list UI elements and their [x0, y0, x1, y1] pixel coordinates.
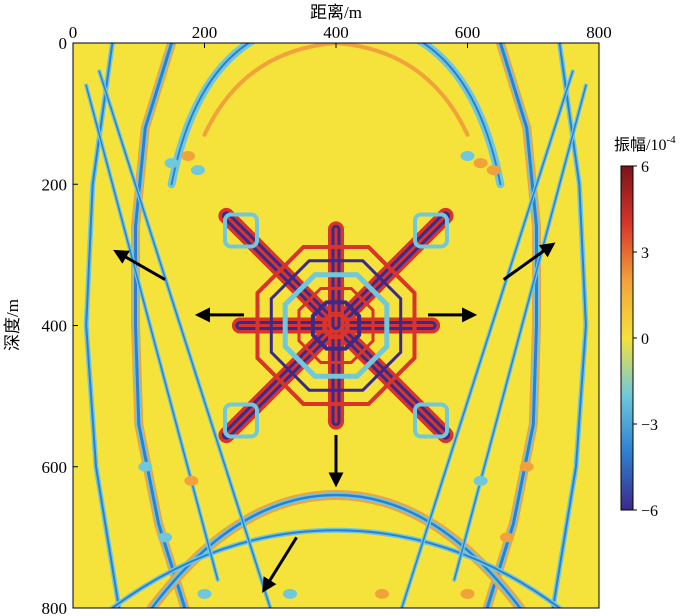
speckle-blob — [158, 532, 173, 543]
corner-wave-core-1 — [453, 84, 587, 581]
x-tick-label: 0 — [69, 23, 78, 42]
y-tick-label: 800 — [42, 599, 68, 616]
colorbar-ticks: 6 3 0 −3 −6 — [633, 159, 658, 520]
colorbar-title: 振幅/10-4 — [614, 134, 676, 154]
bottom-wave-2-core — [111, 529, 561, 608]
top-dome-wave-core — [170, 43, 502, 186]
colorbar-tick-label: 6 — [641, 159, 649, 176]
source-ring — [310, 300, 362, 351]
right-wavefront-core — [485, 43, 538, 608]
speckle-blob — [460, 588, 475, 599]
y-tick-label: 200 — [42, 175, 68, 194]
corner-wave-core-3 — [401, 70, 574, 608]
x-tick-label: 400 — [323, 23, 349, 42]
source-star — [218, 207, 454, 444]
source-lobe — [413, 402, 449, 439]
speckle-blob — [282, 588, 297, 599]
x-axis: 0 200 400 600 800 — [69, 23, 612, 48]
propagation-arrow — [262, 536, 298, 593]
speckle-blob — [197, 588, 212, 599]
colorbar-tick-label: −6 — [641, 503, 658, 520]
speckle-blob — [519, 461, 534, 472]
source-ring — [297, 287, 375, 364]
y-tick-label: 0 — [59, 34, 68, 53]
speckle-blob — [473, 475, 488, 486]
colorbar-tick-label: 0 — [641, 331, 649, 348]
speckle-blob — [486, 165, 501, 176]
source-lobe — [223, 402, 259, 439]
source-ring — [255, 245, 417, 406]
source-ring — [282, 272, 390, 379]
source-ring — [269, 259, 403, 392]
wavefield-layer — [83, 43, 589, 608]
speckle-blob — [499, 532, 514, 543]
corner-wave-core-2 — [98, 70, 272, 608]
x-tick-label: 800 — [586, 23, 612, 42]
y-tick-label: 600 — [42, 458, 68, 477]
propagation-arrow — [502, 242, 556, 281]
colorbar-tick-label: 3 — [641, 245, 649, 262]
bottom-wave-core — [150, 493, 522, 608]
colorbar: 振幅/10-4 6 3 0 −3 −6 — [614, 134, 676, 520]
x-axis-title: 距离/m — [310, 3, 362, 22]
source-ring — [322, 311, 350, 340]
speckle-blob — [375, 588, 390, 599]
speckle-blob — [184, 475, 199, 486]
corner-wave-core-0 — [85, 84, 219, 581]
speckle-blob — [460, 151, 475, 161]
source-lobe — [413, 212, 449, 249]
speckle-blob — [473, 158, 488, 169]
x-tick-label: 200 — [192, 23, 218, 42]
arrow-layer — [113, 242, 556, 593]
propagation-arrow — [113, 249, 166, 281]
left-wavefront-core — [134, 43, 187, 608]
speckle-blob — [181, 151, 196, 161]
plot-area — [72, 42, 600, 609]
speckle-blob — [190, 165, 205, 176]
speckle-blob — [138, 461, 153, 472]
top-dome-inner — [202, 43, 470, 137]
y-axis: 0 200 400 600 800 — [42, 34, 78, 616]
x-tick-label: 600 — [455, 23, 481, 42]
y-tick-label: 400 — [42, 317, 68, 336]
source-lobe — [223, 212, 259, 249]
y-axis-title: 深度/m — [3, 299, 22, 351]
colorbar-bar — [620, 165, 634, 511]
colorbar-tick-label: −3 — [641, 417, 658, 434]
speckle-blob — [164, 158, 179, 169]
